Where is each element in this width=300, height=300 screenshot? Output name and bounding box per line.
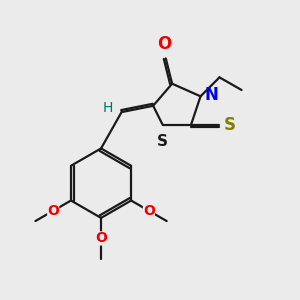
Text: H: H [102, 101, 113, 115]
Text: O: O [143, 204, 155, 218]
Text: O: O [95, 231, 107, 245]
Text: S: S [157, 134, 167, 148]
Text: O: O [47, 204, 59, 218]
Text: N: N [204, 86, 218, 104]
Text: S: S [224, 116, 236, 134]
Text: O: O [157, 35, 171, 53]
